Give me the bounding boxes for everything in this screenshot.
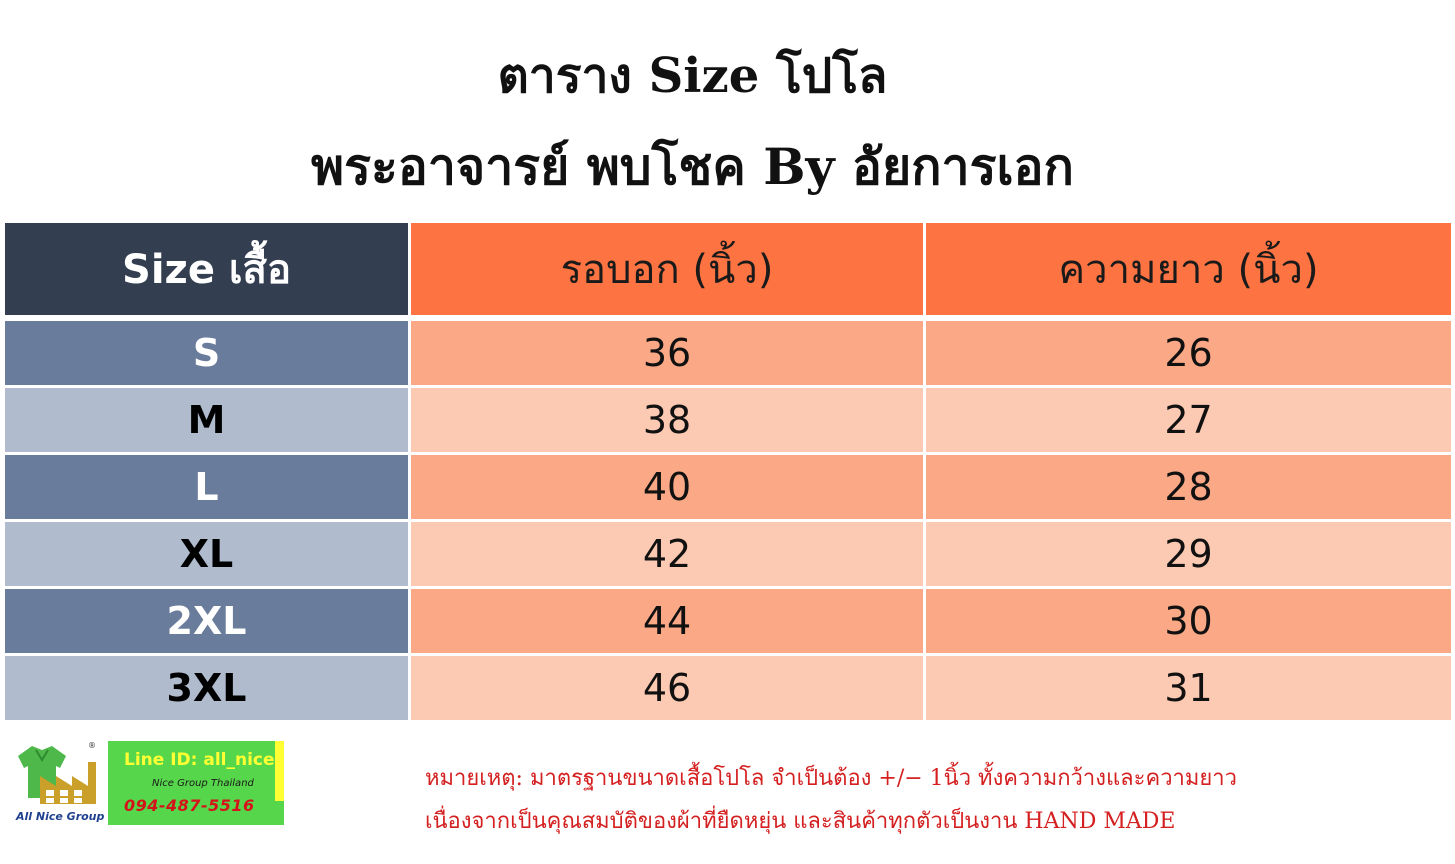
- header-length: ความยาว (นิ้ว): [923, 220, 1454, 320]
- cell-length: 29: [923, 519, 1454, 589]
- cell-size: L: [2, 452, 411, 522]
- phone-number-text: 094-487-5516: [124, 796, 255, 815]
- cell-chest: 46: [408, 653, 926, 723]
- header-chest: รอบอก (นิ้ว): [408, 220, 926, 320]
- cell-chest: 40: [408, 452, 926, 522]
- cell-length: 28: [923, 452, 1454, 522]
- cell-chest: 36: [408, 315, 926, 388]
- factory-shirt-logo-icon: ®: [12, 741, 100, 826]
- table-row: 3XL 46 31: [2, 653, 1454, 723]
- table-row: 2XL 44 30: [2, 586, 1454, 656]
- table-row: S 36 26: [2, 315, 1454, 388]
- contact-card: Line ID: all_nice Nice Group Thailand 09…: [108, 741, 284, 825]
- table-row: XL 42 29: [2, 519, 1454, 589]
- cell-length: 27: [923, 385, 1454, 455]
- header-size: Size เสื้อ: [2, 220, 411, 320]
- table-row: M 38 27: [2, 385, 1454, 455]
- cell-length: 30: [923, 586, 1454, 656]
- cell-chest: 44: [408, 586, 926, 656]
- yellow-stripe: [275, 741, 284, 801]
- group-name-text: Nice Group Thailand: [152, 778, 254, 789]
- svg-text:®: ®: [88, 742, 96, 750]
- cell-chest: 38: [408, 385, 926, 455]
- page-title: ตาราง Size โปโล: [497, 48, 888, 104]
- cell-size: XL: [2, 519, 411, 589]
- cell-size: M: [2, 385, 411, 455]
- cell-size: S: [2, 315, 411, 388]
- table-row: L 40 28: [2, 452, 1454, 522]
- cell-length: 31: [923, 653, 1454, 723]
- logo-label: All Nice Group: [16, 810, 105, 823]
- note-line-1: หมายเหตุ: มาตรฐานขนาดเสื้อโปโล จำเป็นต้อ…: [425, 766, 1238, 791]
- cell-size: 2XL: [2, 586, 411, 656]
- note-line-2: เนื่องจากเป็นคุณสมบัติของผ้าที่ยืดหยุ่น …: [425, 809, 1176, 834]
- line-id-text: Line ID: all_nice: [124, 750, 275, 770]
- cell-size: 3XL: [2, 653, 411, 723]
- table-header-row: Size เสื้อ รอบอก (นิ้ว) ความยาว (นิ้ว): [2, 220, 1454, 320]
- size-table: Size เสื้อ รอบอก (นิ้ว) ความยาว (นิ้ว) S…: [2, 220, 1454, 723]
- page-subtitle: พระอาจารย์ พบโชค By อัยการเอก: [311, 137, 1074, 196]
- cell-length: 26: [923, 315, 1454, 388]
- cell-chest: 42: [408, 519, 926, 589]
